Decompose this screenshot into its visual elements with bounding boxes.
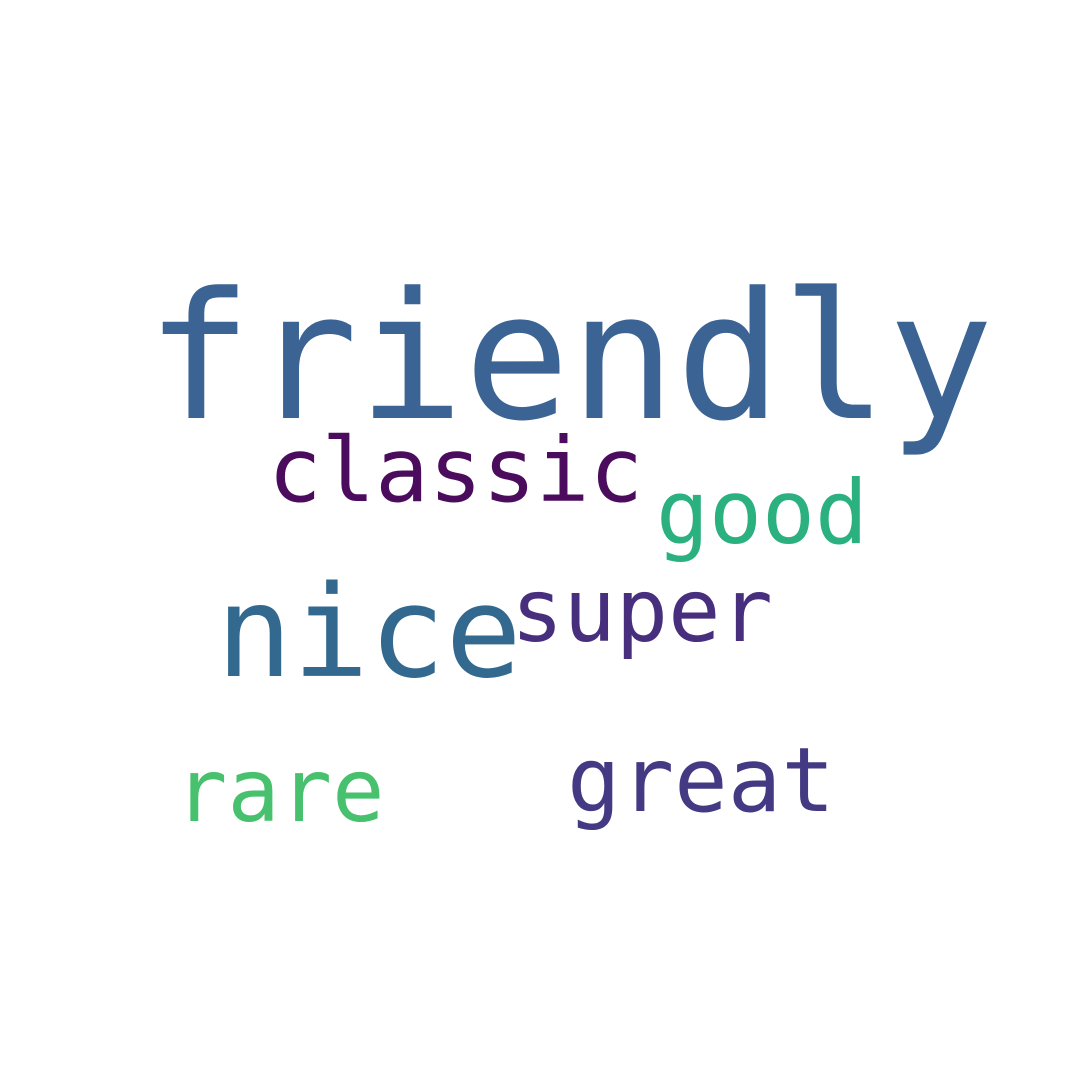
word-good: good (656, 461, 868, 564)
word-super: super (511, 560, 773, 662)
word-classic: classic (268, 418, 644, 522)
word-great: great (567, 728, 835, 832)
word-friendly: friendly (146, 255, 994, 460)
word-rare: rare (175, 740, 385, 842)
word-nice: nice (216, 558, 522, 706)
